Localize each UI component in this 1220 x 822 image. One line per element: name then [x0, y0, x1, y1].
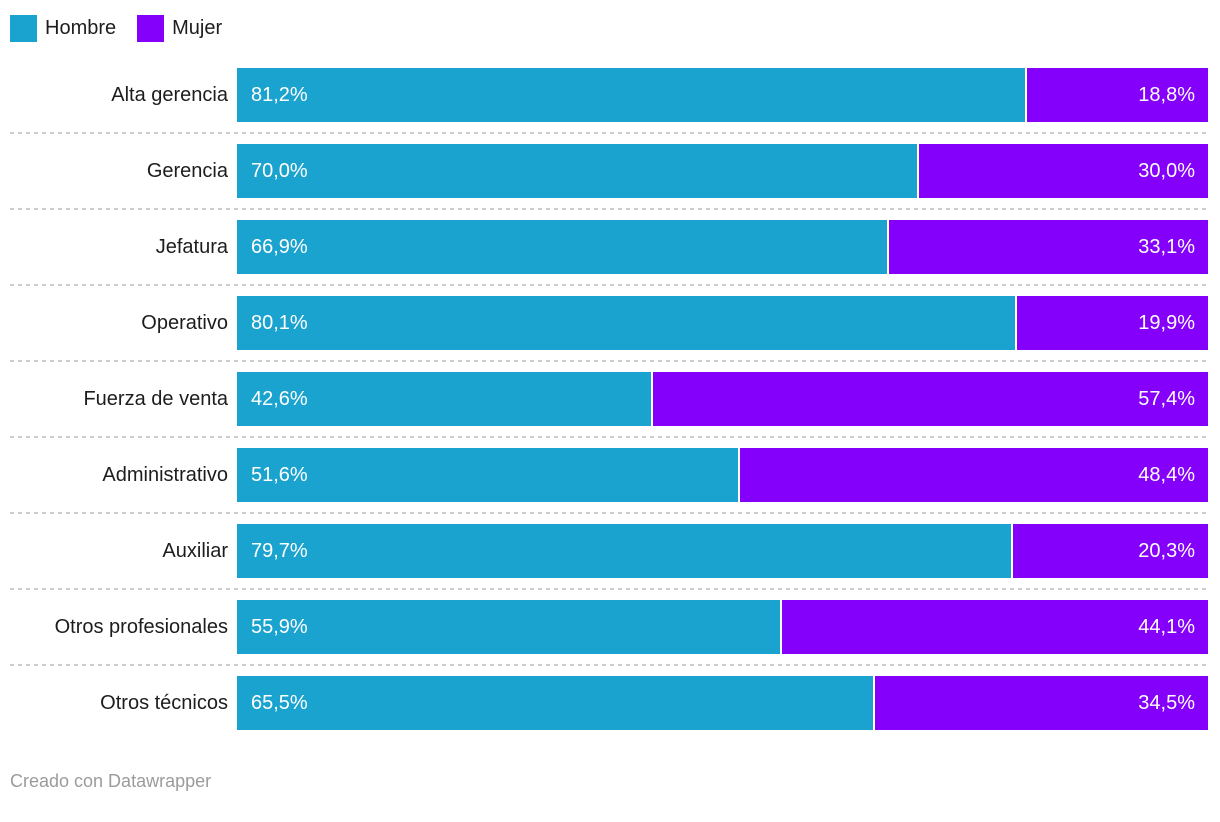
- chart-row: Alta gerencia 81,2% 18,8%: [0, 57, 1220, 134]
- value-label-hombre: 55,9%: [251, 615, 308, 638]
- legend-label-mujer: Mujer: [172, 17, 223, 39]
- value-label-hombre: 80,1%: [251, 311, 308, 334]
- value-label-mujer: 30,0%: [1138, 159, 1195, 182]
- chart-row: Otros técnicos 65,5% 34,5%: [0, 665, 1220, 741]
- bar-segment-mujer[interactable]: 19,9%: [1016, 296, 1208, 350]
- category-label: Auxiliar: [162, 539, 228, 562]
- legend-item-mujer: Mujer: [137, 14, 222, 42]
- bar-segment-mujer[interactable]: 30,0%: [918, 144, 1208, 198]
- bar-segment-hombre[interactable]: 70,0%: [237, 144, 917, 198]
- bar-segment-hombre[interactable]: 80,1%: [237, 296, 1015, 350]
- legend: Hombre Mujer: [10, 14, 1220, 42]
- bar-segment-hombre[interactable]: 81,2%: [237, 68, 1026, 122]
- value-label-hombre: 79,7%: [251, 539, 308, 562]
- category-label: Fuerza de venta: [83, 387, 228, 410]
- chart-row: Operativo 80,1% 19,9%: [0, 285, 1220, 362]
- stacked-bar: 55,9% 44,1%: [237, 600, 1208, 654]
- value-label-mujer: 33,1%: [1138, 235, 1195, 258]
- category-label: Gerencia: [146, 159, 228, 182]
- legend-swatch-hombre-icon: [10, 14, 37, 42]
- category-label: Otros técnicos: [100, 691, 228, 714]
- bar-chart: Alta gerencia 81,2% 18,8% Gerencia 70,0%…: [0, 57, 1220, 741]
- bar-segment-mujer[interactable]: 18,8%: [1027, 68, 1208, 122]
- bar-segment-mujer[interactable]: 44,1%: [781, 600, 1208, 654]
- bar-segment-mujer[interactable]: 33,1%: [888, 220, 1208, 274]
- stacked-bar: 65,5% 34,5%: [237, 676, 1208, 730]
- value-label-hombre: 81,2%: [251, 83, 308, 106]
- legend-item-hombre: Hombre: [10, 14, 116, 42]
- bar-segment-hombre[interactable]: 66,9%: [237, 220, 887, 274]
- category-label: Administrativo: [102, 463, 228, 486]
- chart-row: Auxiliar 79,7% 20,3%: [0, 513, 1220, 590]
- value-label-hombre: 42,6%: [251, 387, 308, 410]
- value-label-mujer: 44,1%: [1138, 615, 1195, 638]
- stacked-bar: 66,9% 33,1%: [237, 220, 1208, 274]
- value-label-hombre: 70,0%: [251, 159, 308, 182]
- value-label-hombre: 66,9%: [251, 235, 308, 258]
- category-label: Alta gerencia: [111, 83, 228, 106]
- stacked-bar: 80,1% 19,9%: [237, 296, 1208, 350]
- value-label-hombre: 51,6%: [251, 463, 308, 486]
- datawrapper-attribution-link[interactable]: Creado con Datawrapper: [10, 771, 212, 791]
- bar-segment-mujer[interactable]: 34,5%: [875, 676, 1208, 730]
- chart-row: Fuerza de venta 42,6% 57,4%: [0, 361, 1220, 438]
- value-label-hombre: 65,5%: [251, 691, 308, 714]
- legend-swatch-mujer-icon: [137, 14, 165, 42]
- bar-segment-hombre[interactable]: 79,7%: [237, 524, 1011, 578]
- chart-row: Jefatura 66,9% 33,1%: [0, 209, 1220, 286]
- chart-row: Gerencia 70,0% 30,0%: [0, 133, 1220, 210]
- chart-row: Otros profesionales 55,9% 44,1%: [0, 589, 1220, 666]
- bar-segment-mujer[interactable]: 20,3%: [1012, 524, 1208, 578]
- bar-segment-mujer[interactable]: 57,4%: [652, 372, 1208, 426]
- category-label: Otros profesionales: [54, 615, 228, 638]
- value-label-mujer: 57,4%: [1138, 387, 1195, 410]
- bar-segment-hombre[interactable]: 65,5%: [237, 676, 873, 730]
- chart-row: Administrativo 51,6% 48,4%: [0, 437, 1220, 514]
- stacked-bar: 81,2% 18,8%: [237, 68, 1208, 122]
- category-label: Jefatura: [155, 235, 228, 258]
- stacked-bar: 70,0% 30,0%: [237, 144, 1208, 198]
- legend-label-hombre: Hombre: [45, 17, 117, 39]
- chart-container: Hombre Mujer Alta gerencia 81,2% 18,8% G…: [0, 14, 1220, 792]
- value-label-mujer: 20,3%: [1138, 539, 1195, 562]
- value-label-mujer: 18,8%: [1138, 83, 1195, 106]
- category-label: Operativo: [141, 311, 228, 334]
- value-label-mujer: 48,4%: [1138, 463, 1195, 486]
- stacked-bar: 51,6% 48,4%: [237, 448, 1208, 502]
- stacked-bar: 42,6% 57,4%: [237, 372, 1208, 426]
- bar-segment-mujer[interactable]: 48,4%: [740, 448, 1208, 502]
- value-label-mujer: 34,5%: [1138, 691, 1195, 714]
- stacked-bar: 79,7% 20,3%: [237, 524, 1208, 578]
- value-label-mujer: 19,9%: [1138, 311, 1195, 334]
- bar-segment-hombre[interactable]: 42,6%: [237, 372, 651, 426]
- bar-segment-hombre[interactable]: 51,6%: [237, 448, 739, 502]
- bar-segment-hombre[interactable]: 55,9%: [237, 600, 780, 654]
